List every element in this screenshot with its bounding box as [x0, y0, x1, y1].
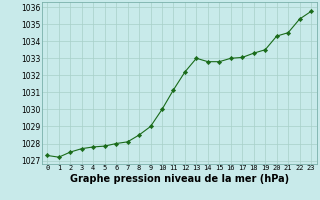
X-axis label: Graphe pression niveau de la mer (hPa): Graphe pression niveau de la mer (hPa) — [70, 174, 289, 184]
